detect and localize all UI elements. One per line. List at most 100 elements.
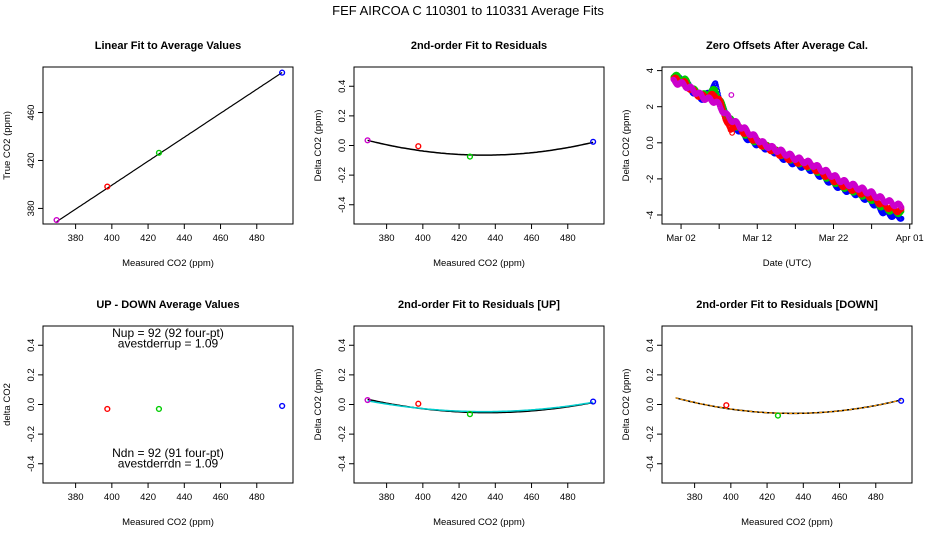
data-point (364, 137, 371, 144)
y-tick-label: -0.2 (337, 167, 348, 183)
y-tick-label: -0.4 (645, 456, 656, 472)
panel-title: Linear Fit to Average Values (95, 40, 242, 52)
y-tick-label: 380 (26, 200, 37, 216)
plot-frame (661, 325, 913, 484)
annotation-text: avestderrdn = 1.09 (118, 456, 219, 470)
fit-line (367, 400, 594, 413)
x-tick-label: 400 (415, 492, 431, 503)
outlier-point (729, 129, 736, 136)
y-tick-label: 0.4 (645, 339, 656, 352)
data-point (590, 398, 597, 405)
x-axis-label: Measured CO2 (ppm) (122, 258, 214, 269)
data-point (155, 405, 163, 413)
panel-title: 2nd-order Fit to Residuals (411, 40, 547, 52)
x-tick-label: 480 (249, 233, 265, 244)
y-tick-label: 0.2 (337, 109, 348, 122)
data-point (415, 400, 422, 407)
data-point (104, 405, 111, 413)
x-tick-label: 420 (451, 233, 467, 244)
plot-data (675, 397, 905, 419)
data-point (104, 183, 111, 190)
x-tick-label: 460 (213, 233, 229, 244)
panel-p6: 2nd-order Fit to Residuals [DOWN] Measure… (621, 299, 913, 528)
x-tick-label: 460 (524, 233, 540, 244)
y-tick-label: -0.4 (337, 197, 348, 213)
y-tick-label: 460 (26, 105, 37, 121)
panel-title: UP - DOWN Average Values (96, 299, 239, 311)
x-tick-label: 440 (487, 492, 503, 503)
x-tick-label: 400 (104, 233, 120, 244)
annotation-text: avestderrup = 1.09 (118, 336, 219, 350)
y-axis-label: delta CO2 (2, 383, 13, 426)
panel-p4: UP - DOWN Average Values Measured CO2 (pp… (2, 299, 294, 528)
y-tick-label: 0.2 (337, 368, 348, 381)
y-axis-label: True CO2 (ppm) (2, 111, 13, 180)
y-tick-label: 4 (645, 68, 656, 73)
y-tick-label: 0.4 (337, 339, 348, 352)
data-point (898, 397, 905, 404)
data-point (364, 396, 371, 404)
plot-frame (661, 66, 913, 225)
x-axis-label: Date (UTC) (763, 258, 812, 269)
x-axis-label: Measured CO2 (ppm) (433, 517, 525, 528)
data-point (590, 138, 597, 145)
data-point (53, 216, 60, 224)
annotation-text: Ndn = 92 (91 four-pt) (112, 446, 224, 460)
x-axis-label: Measured CO2 (ppm) (433, 258, 525, 269)
x-tick-label: 400 (415, 233, 431, 244)
plot-data (104, 402, 286, 413)
fit-line (367, 139, 594, 156)
x-tick-label: 420 (140, 233, 156, 244)
y-tick-label: -0.4 (26, 456, 37, 472)
x-tick-label: 400 (104, 492, 120, 503)
x-tick-label: 380 (379, 492, 395, 503)
plot-data (364, 137, 597, 160)
series-point (898, 204, 905, 211)
y-tick-label: 0.0 (337, 139, 348, 152)
y-tick-label: 2 (645, 104, 656, 109)
y-tick-label: -0.2 (645, 426, 656, 442)
x-tick-label: 380 (687, 492, 703, 503)
fit-line (56, 72, 283, 223)
figure-title: FEF AIRCOA C 110301 to 110331 Average Fi… (332, 3, 604, 18)
x-tick-label: 480 (249, 492, 265, 503)
x-tick-label: 480 (560, 233, 576, 244)
x-tick-label: 380 (68, 233, 84, 244)
x-axis-label: Measured CO2 (ppm) (122, 517, 214, 528)
panel-p5: 2nd-order Fit to Residuals [UP] Measured … (313, 299, 605, 528)
y-axis-label: Delta CO2 (ppm) (621, 110, 632, 182)
y-axis-label: Delta CO2 (ppm) (313, 110, 324, 182)
series-point (711, 86, 718, 93)
panel-title: 2nd-order Fit to Residuals [DOWN] (696, 299, 878, 311)
y-tick-label: 0.4 (337, 80, 348, 93)
data-point (723, 402, 730, 409)
outlier-point (728, 92, 735, 98)
y-tick-label: -4 (645, 211, 656, 219)
y-tick-label: -2 (645, 175, 656, 183)
x-tick-label: 440 (487, 233, 503, 244)
y-tick-label: 0.2 (26, 368, 37, 381)
x-tick-label: 440 (176, 233, 192, 244)
y-tick-label: 0.2 (645, 368, 656, 381)
x-tick-label: 380 (379, 233, 395, 244)
x-tick-label: 460 (213, 492, 229, 503)
y-tick-label: 0.0 (26, 398, 37, 411)
data-point (466, 153, 474, 160)
x-tick-label: 460 (524, 492, 540, 503)
y-axis-label: Delta CO2 (ppm) (313, 369, 324, 441)
y-tick-label: 0.4 (26, 339, 37, 352)
x-tick-label: 420 (451, 492, 467, 503)
plot-data (364, 396, 597, 418)
data-point (279, 69, 286, 76)
x-tick-label: 480 (868, 492, 884, 503)
y-axis-label: Delta CO2 (ppm) (621, 369, 632, 441)
plot-data (670, 71, 905, 222)
y-tick-label: -0.2 (26, 426, 37, 442)
data-point (774, 412, 782, 419)
y-tick-label: 0.0 (337, 398, 348, 411)
plot-data (53, 69, 286, 224)
x-tick-label: Mar 12 (742, 233, 772, 244)
x-tick-label: Apr 01 (896, 233, 924, 244)
annotation-text: Nup = 92 (92 four-pt) (112, 326, 224, 340)
